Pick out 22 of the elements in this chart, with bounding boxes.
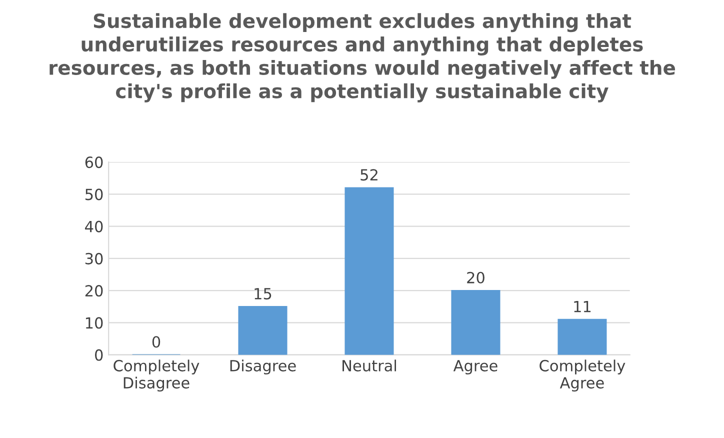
bar (238, 306, 288, 355)
bar (451, 290, 500, 355)
y-tick-label: 50 (85, 188, 103, 200)
y-tick-label: 30 (85, 252, 103, 264)
data-label: 20 (467, 272, 484, 284)
bar (558, 318, 607, 355)
x-tick-label: Completely Disagree (114, 360, 200, 392)
data-label: 11 (574, 300, 591, 312)
data-label: 15 (254, 288, 272, 300)
x-tick-label: Agree (453, 360, 498, 374)
y-tick-label: 0 (95, 349, 103, 361)
data-label: 0 (152, 336, 160, 348)
chart-title: Sustainable development excludes anything that underutilizes resources and anything that depletes resources, as both situations would negatively affect the city's profile as a potentially sustainable city (50, 13, 676, 102)
y-tick-label: 20 (85, 285, 103, 297)
data-label: 52 (360, 169, 378, 181)
y-tick-label: 40 (85, 220, 103, 232)
y-tick-label: 60 (85, 156, 103, 168)
x-tick-label: Completely Agree (540, 360, 626, 392)
x-tick-label: Neutral (342, 360, 396, 372)
x-tick-label: Disagree (230, 360, 296, 374)
bar (344, 187, 394, 355)
y-tick-label: 10 (86, 317, 103, 329)
